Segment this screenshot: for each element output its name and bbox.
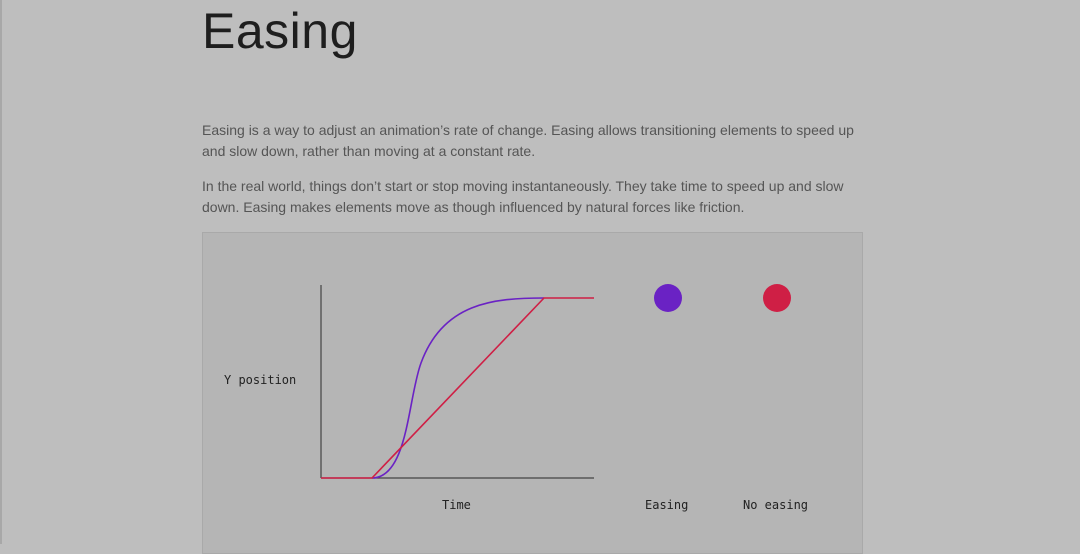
easing-curve: [371, 297, 545, 479]
intro-paragraph: Easing is a way to adjust an animation’s…: [202, 122, 854, 159]
y-axis-label: Y position: [224, 373, 297, 387]
no-easing-line: [321, 297, 594, 479]
page-title: Easing: [202, 3, 358, 59]
no-easing-ball: [763, 284, 791, 312]
real-world-paragraph: In the real world, things don’t start or…: [202, 178, 844, 215]
window-edge: [0, 0, 2, 544]
easing-label: Easing: [645, 498, 689, 512]
easing-graph: [320, 285, 594, 479]
easing-demo-panel: Y position Time Easing No easing: [202, 232, 863, 554]
easing-ball: [654, 284, 682, 312]
no-easing-label: No easing: [743, 498, 809, 512]
x-axis-label: Time: [442, 498, 471, 512]
